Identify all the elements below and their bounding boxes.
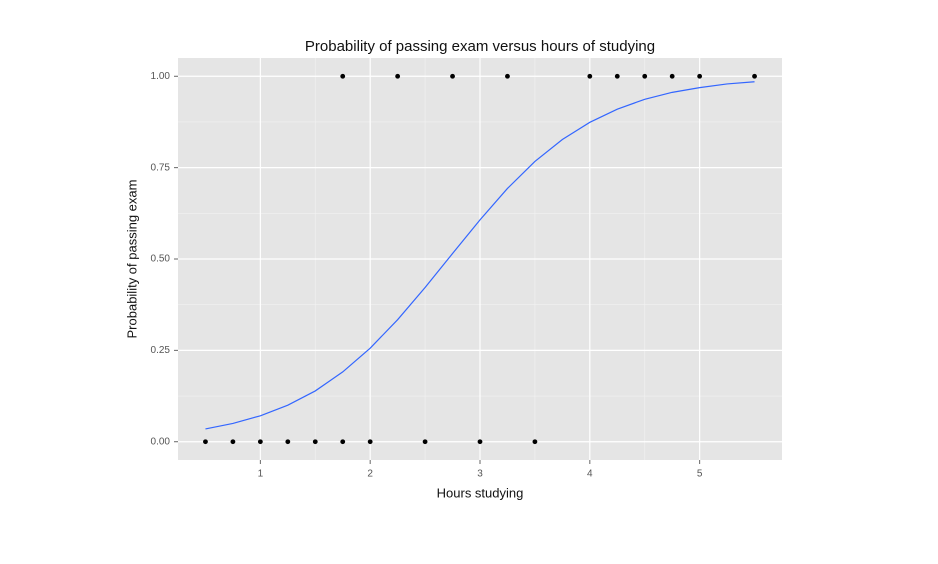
x-tick-label: 2 [367,469,373,480]
data-point [587,73,593,79]
data-point [450,73,455,79]
y-tick-label: 0.50 [151,254,171,265]
y-tick-label: 0.75 [151,162,171,173]
data-point [340,439,346,445]
data-point [752,73,757,79]
data-point [285,439,291,445]
data-point [230,439,236,445]
data-point [312,439,318,445]
data-point [697,73,703,79]
data-point [257,439,263,445]
data-point [477,439,483,445]
fit-line [205,81,755,430]
y-tick-label: 0.25 [151,345,171,356]
y-tick-label: 1.00 [151,71,171,82]
y-axis-title: Probability of passing exam [124,180,139,339]
data-point [367,439,373,445]
data-point [203,439,208,445]
x-tick-label: 5 [697,469,703,480]
chart-title: Probability of passing exam versus hours… [305,38,655,55]
data-point [669,73,675,79]
data-point [422,439,428,445]
data-point [340,73,346,79]
data-point [532,439,538,445]
x-tick-label: 4 [587,469,593,480]
y-tick-label: 0.00 [151,436,171,447]
data-point [505,73,510,79]
data-point [614,73,620,79]
data-point [395,73,401,79]
x-axis-title: Hours studying [437,485,524,500]
data-point [642,73,648,79]
x-tick-label: 1 [258,469,264,480]
x-tick-label: 3 [477,469,483,480]
